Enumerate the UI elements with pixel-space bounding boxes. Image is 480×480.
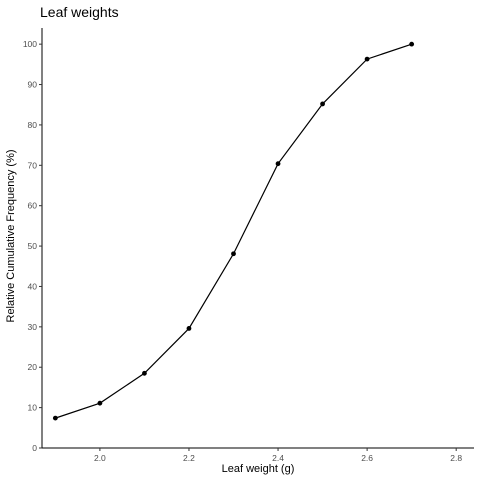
x-tick-label: 2.4 (272, 453, 284, 463)
y-axis: 0 10 20 30 40 50 60 70 80 90 100 (23, 28, 43, 453)
y-axis-label: Relative Cumulative Frequency (%) (5, 149, 17, 322)
y-tick-label: 100 (23, 39, 37, 49)
data-point (186, 326, 192, 331)
y-tick-label: 80 (28, 120, 38, 130)
series-line (55, 43, 412, 419)
y-tick-label: 60 (28, 201, 38, 211)
x-axis: 2.0 2.2 2.4 2.6 2.8 (42, 447, 474, 463)
chart-title: Leaf weights (40, 4, 119, 20)
series-group (52, 41, 415, 421)
x-tick-label: 2.0 (94, 453, 106, 463)
data-point (97, 400, 103, 406)
x-tick-label: 2.6 (361, 453, 373, 463)
y-tick-label: 10 (28, 403, 38, 413)
data-point (364, 56, 370, 62)
y-tick-label: 30 (28, 322, 38, 332)
data-point (275, 161, 281, 167)
x-tick-label: 2.8 (450, 453, 462, 463)
data-point (409, 41, 415, 47)
y-tick-label: 70 (28, 160, 38, 170)
data-point (142, 370, 147, 376)
data-point (52, 415, 58, 421)
y-tick-label: 50 (28, 241, 38, 251)
y-tick-label: 20 (28, 362, 38, 372)
data-point (320, 101, 325, 107)
y-tick-label: 90 (28, 80, 38, 90)
data-point (231, 251, 236, 257)
x-axis-label: Leaf weight (g) (222, 463, 295, 475)
y-tick-label: 40 (28, 281, 38, 291)
x-tick-label: 2.2 (183, 453, 195, 463)
y-tick-label: 0 (32, 443, 37, 453)
